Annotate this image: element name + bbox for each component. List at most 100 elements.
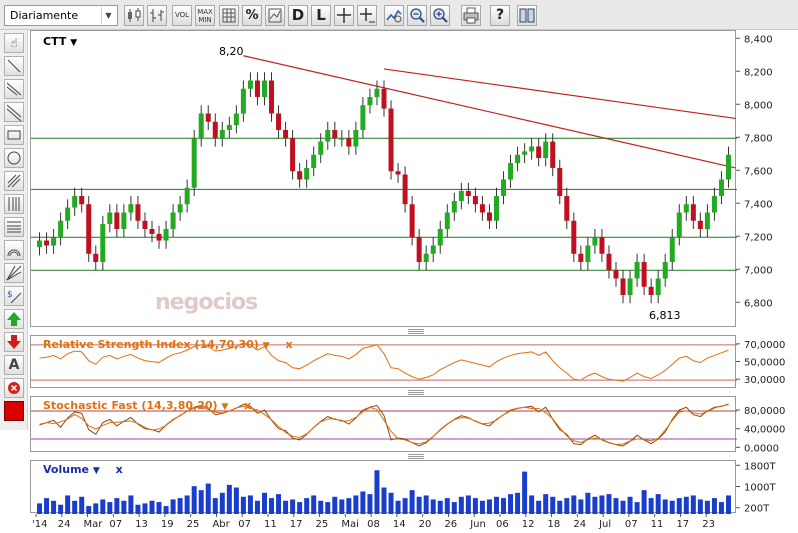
symbol-label[interactable]: CTT ▼ <box>43 35 77 48</box>
pitchfork-tool-button[interactable] <box>4 171 24 191</box>
fib-retracement-icon <box>7 221 21 233</box>
ohlc-chart-button[interactable] <box>147 5 167 26</box>
rsi-legend[interactable]: Relative Strength Index (14,70,30) ▼ x <box>43 338 293 351</box>
candle-up <box>360 105 366 130</box>
symbol-name: CTT <box>43 35 67 48</box>
candle-down <box>564 196 570 221</box>
candle-up <box>261 80 267 97</box>
hand-tool-button[interactable]: ☝ <box>4 33 24 53</box>
fibonacci-tool-button[interactable] <box>4 194 24 214</box>
sell-arrow-button[interactable] <box>4 332 24 352</box>
grid-toggle-button[interactable] <box>219 5 239 26</box>
buy-arrow-button[interactable] <box>4 309 24 329</box>
print-button[interactable] <box>461 5 481 26</box>
volume-bar <box>550 496 556 514</box>
zoom-out-icon <box>410 8 425 23</box>
compare-button[interactable] <box>265 5 285 26</box>
ellipse-tool-button[interactable] <box>4 148 24 168</box>
candle-up <box>128 204 134 213</box>
pitchfork-icon <box>7 174 21 188</box>
stochastic-legend[interactable]: Stochastic Fast (14,3,80,20) ▼ x <box>43 399 251 412</box>
fib-arc-tool-button[interactable] <box>4 240 24 260</box>
candle-down <box>613 270 619 279</box>
zoom-out-button[interactable] <box>407 5 427 26</box>
date-tick-label: Jul <box>598 519 611 530</box>
candle-up <box>58 220 64 238</box>
rectangle-tool-button[interactable] <box>4 125 24 145</box>
volume-bar <box>269 498 275 514</box>
layout-button[interactable] <box>517 5 537 26</box>
volume-bar <box>254 500 260 514</box>
zoom-in-icon <box>433 8 448 23</box>
volume-bar <box>388 492 394 514</box>
delete-drawing-button[interactable] <box>4 378 24 398</box>
chevron-down-icon[interactable]: ▼ <box>221 402 229 412</box>
daily-scale-button[interactable]: D <box>288 5 308 26</box>
gann-fan-tool-button[interactable] <box>4 263 24 283</box>
volume-tick-label: 200T <box>744 504 770 513</box>
trend-line <box>243 55 736 169</box>
volume-bar <box>93 503 99 514</box>
volume-bar <box>669 500 675 514</box>
log-scale-button[interactable]: L <box>311 5 331 26</box>
candle-up <box>522 151 528 155</box>
chevron-down-icon[interactable]: ▼ <box>262 341 270 351</box>
price-chart-panel[interactable]: CTT ▼ 8,20 6,813 <box>30 30 737 332</box>
date-tick-label: 23 <box>702 519 715 530</box>
date-tick-label: 06 <box>496 519 509 530</box>
period-value: Diariamente <box>10 9 79 22</box>
line-tool-button[interactable] <box>4 56 24 76</box>
stochastic-panel[interactable]: Stochastic Fast (14,3,80,20) ▼ x <box>30 396 737 452</box>
candle-down <box>620 278 626 295</box>
candle-down <box>395 171 401 175</box>
candle-up <box>501 179 507 196</box>
volume-bar <box>51 500 57 514</box>
volume-toggle-button[interactable]: VOL <box>172 5 192 26</box>
ray-tool-button[interactable] <box>4 79 24 99</box>
fib-retracement-tool-button[interactable] <box>4 217 24 237</box>
zoom-area-button[interactable] <box>384 5 404 26</box>
candle-up <box>430 245 436 254</box>
candle-up <box>669 237 675 262</box>
chevron-down-icon[interactable]: ▼ <box>92 466 100 476</box>
volume-bar <box>191 486 197 514</box>
zoom-in-button[interactable] <box>430 5 450 26</box>
max-min-button[interactable]: MAX MIN <box>195 5 215 26</box>
chevron-down-icon[interactable]: ▼ <box>101 7 115 24</box>
candle-up <box>107 212 113 225</box>
close-icon[interactable]: x <box>285 338 293 351</box>
color-picker-button[interactable] <box>4 401 24 421</box>
period-select[interactable]: Diariamente ▼ <box>4 5 118 26</box>
volume-bar <box>655 494 661 514</box>
chevron-down-icon[interactable]: ▼ <box>70 38 78 48</box>
help-button[interactable]: ? <box>490 5 510 26</box>
crosshair-button[interactable] <box>334 5 354 26</box>
date-tick-label: 07 <box>625 519 638 530</box>
volume-bar <box>184 495 190 514</box>
rsi-chart <box>31 342 737 382</box>
percent-scale-button[interactable]: % <box>242 5 262 26</box>
panel-resize-handle[interactable] <box>408 390 424 395</box>
candle-down <box>465 191 471 196</box>
candle-down <box>388 108 394 172</box>
gann-fan-icon <box>6 265 22 281</box>
volume-panel[interactable]: Volume ▼ x <box>30 460 736 514</box>
crosshair-line-button[interactable] <box>357 5 377 26</box>
volume-legend[interactable]: Volume ▼ x <box>43 463 123 476</box>
candle-down <box>135 204 141 221</box>
price-tool-button[interactable]: $ <box>4 286 24 306</box>
stochastic-tick-label: 0,0000 <box>744 443 779 452</box>
volume-bar <box>219 492 225 514</box>
toolbar: Diariamente ▼ VOL MAX MIN % D L ? <box>0 0 798 30</box>
close-icon[interactable]: x <box>244 399 252 412</box>
rsi-panel[interactable]: Relative Strength Index (14,70,30) ▼ x <box>30 335 737 388</box>
candle-up <box>318 141 324 155</box>
close-icon[interactable]: x <box>115 463 123 476</box>
panel-resize-handle[interactable] <box>408 454 424 459</box>
volume-bar <box>86 506 92 514</box>
channel-tool-button[interactable] <box>4 102 24 122</box>
panel-resize-handle[interactable] <box>408 329 424 334</box>
volume-bar <box>683 496 689 514</box>
text-tool-button[interactable]: A <box>4 355 24 375</box>
candlestick-chart-button[interactable] <box>124 5 144 26</box>
